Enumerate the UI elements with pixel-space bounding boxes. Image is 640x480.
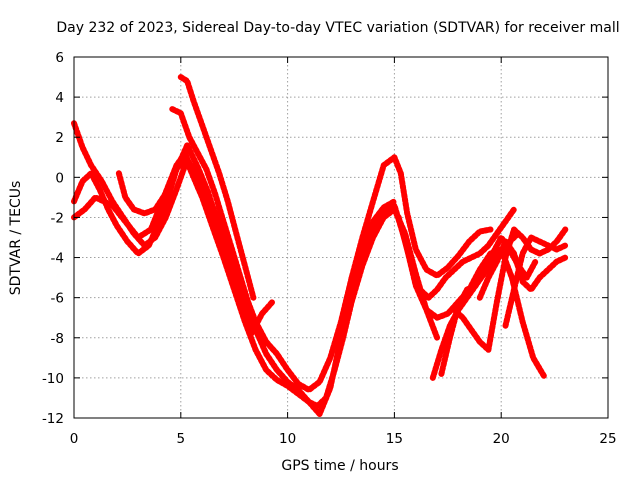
y-tick-label: -8 xyxy=(51,331,64,347)
x-tick-label: 0 xyxy=(70,431,79,447)
y-tick-label: -10 xyxy=(42,371,64,387)
y-tick-labels: -12 -10 -8 -6 -4 -2 0 2 4 6 xyxy=(42,50,64,427)
y-tick-label: -4 xyxy=(51,251,64,267)
series-trace-6 xyxy=(177,74,257,301)
axis-ticks xyxy=(73,56,609,419)
trace-12-markers xyxy=(476,238,569,301)
x-tick-label: 10 xyxy=(279,431,296,447)
series-trace-7 xyxy=(348,202,517,301)
trace-6-markers xyxy=(177,74,257,301)
plot-frame xyxy=(73,56,609,419)
trace-5-markers xyxy=(169,106,261,333)
trace-2-markers xyxy=(71,120,494,393)
series-trace-5 xyxy=(169,106,261,333)
x-tick-label: 25 xyxy=(599,431,616,447)
data-traces xyxy=(71,74,569,417)
y-tick-label: 2 xyxy=(55,130,64,146)
series-trace-3 xyxy=(71,154,441,409)
trace-3-line xyxy=(72,156,439,408)
trace-13-markers xyxy=(502,234,569,329)
trace-3-markers xyxy=(71,154,441,409)
y-tick-label: -12 xyxy=(42,411,64,427)
series-trace-12 xyxy=(476,238,569,301)
chart-title: Day 232 of 2023, Sidereal Day-to-day VTE… xyxy=(56,20,619,36)
y-tick-label: 6 xyxy=(55,50,64,66)
series-trace-13 xyxy=(502,234,569,329)
y-tick-label: -2 xyxy=(51,210,64,226)
trace-4-markers xyxy=(115,142,276,337)
y-tick-label: 4 xyxy=(55,90,64,106)
trace-2-line xyxy=(72,121,492,392)
series-trace-4 xyxy=(115,142,276,337)
x-tick-label: 15 xyxy=(386,431,403,447)
x-axis-label: GPS time / hours xyxy=(281,458,398,474)
series-trace-2 xyxy=(71,120,494,393)
x-tick-label: 20 xyxy=(493,431,510,447)
y-tick-label: -6 xyxy=(51,291,64,307)
x-tick-labels: 0 5 10 15 20 25 xyxy=(70,431,617,447)
y-tick-label: 0 xyxy=(55,170,64,186)
x-tick-label: 5 xyxy=(177,431,186,447)
trace-7-markers xyxy=(348,202,517,301)
y-axis-label: SDTVAR / TECUs xyxy=(8,181,24,296)
